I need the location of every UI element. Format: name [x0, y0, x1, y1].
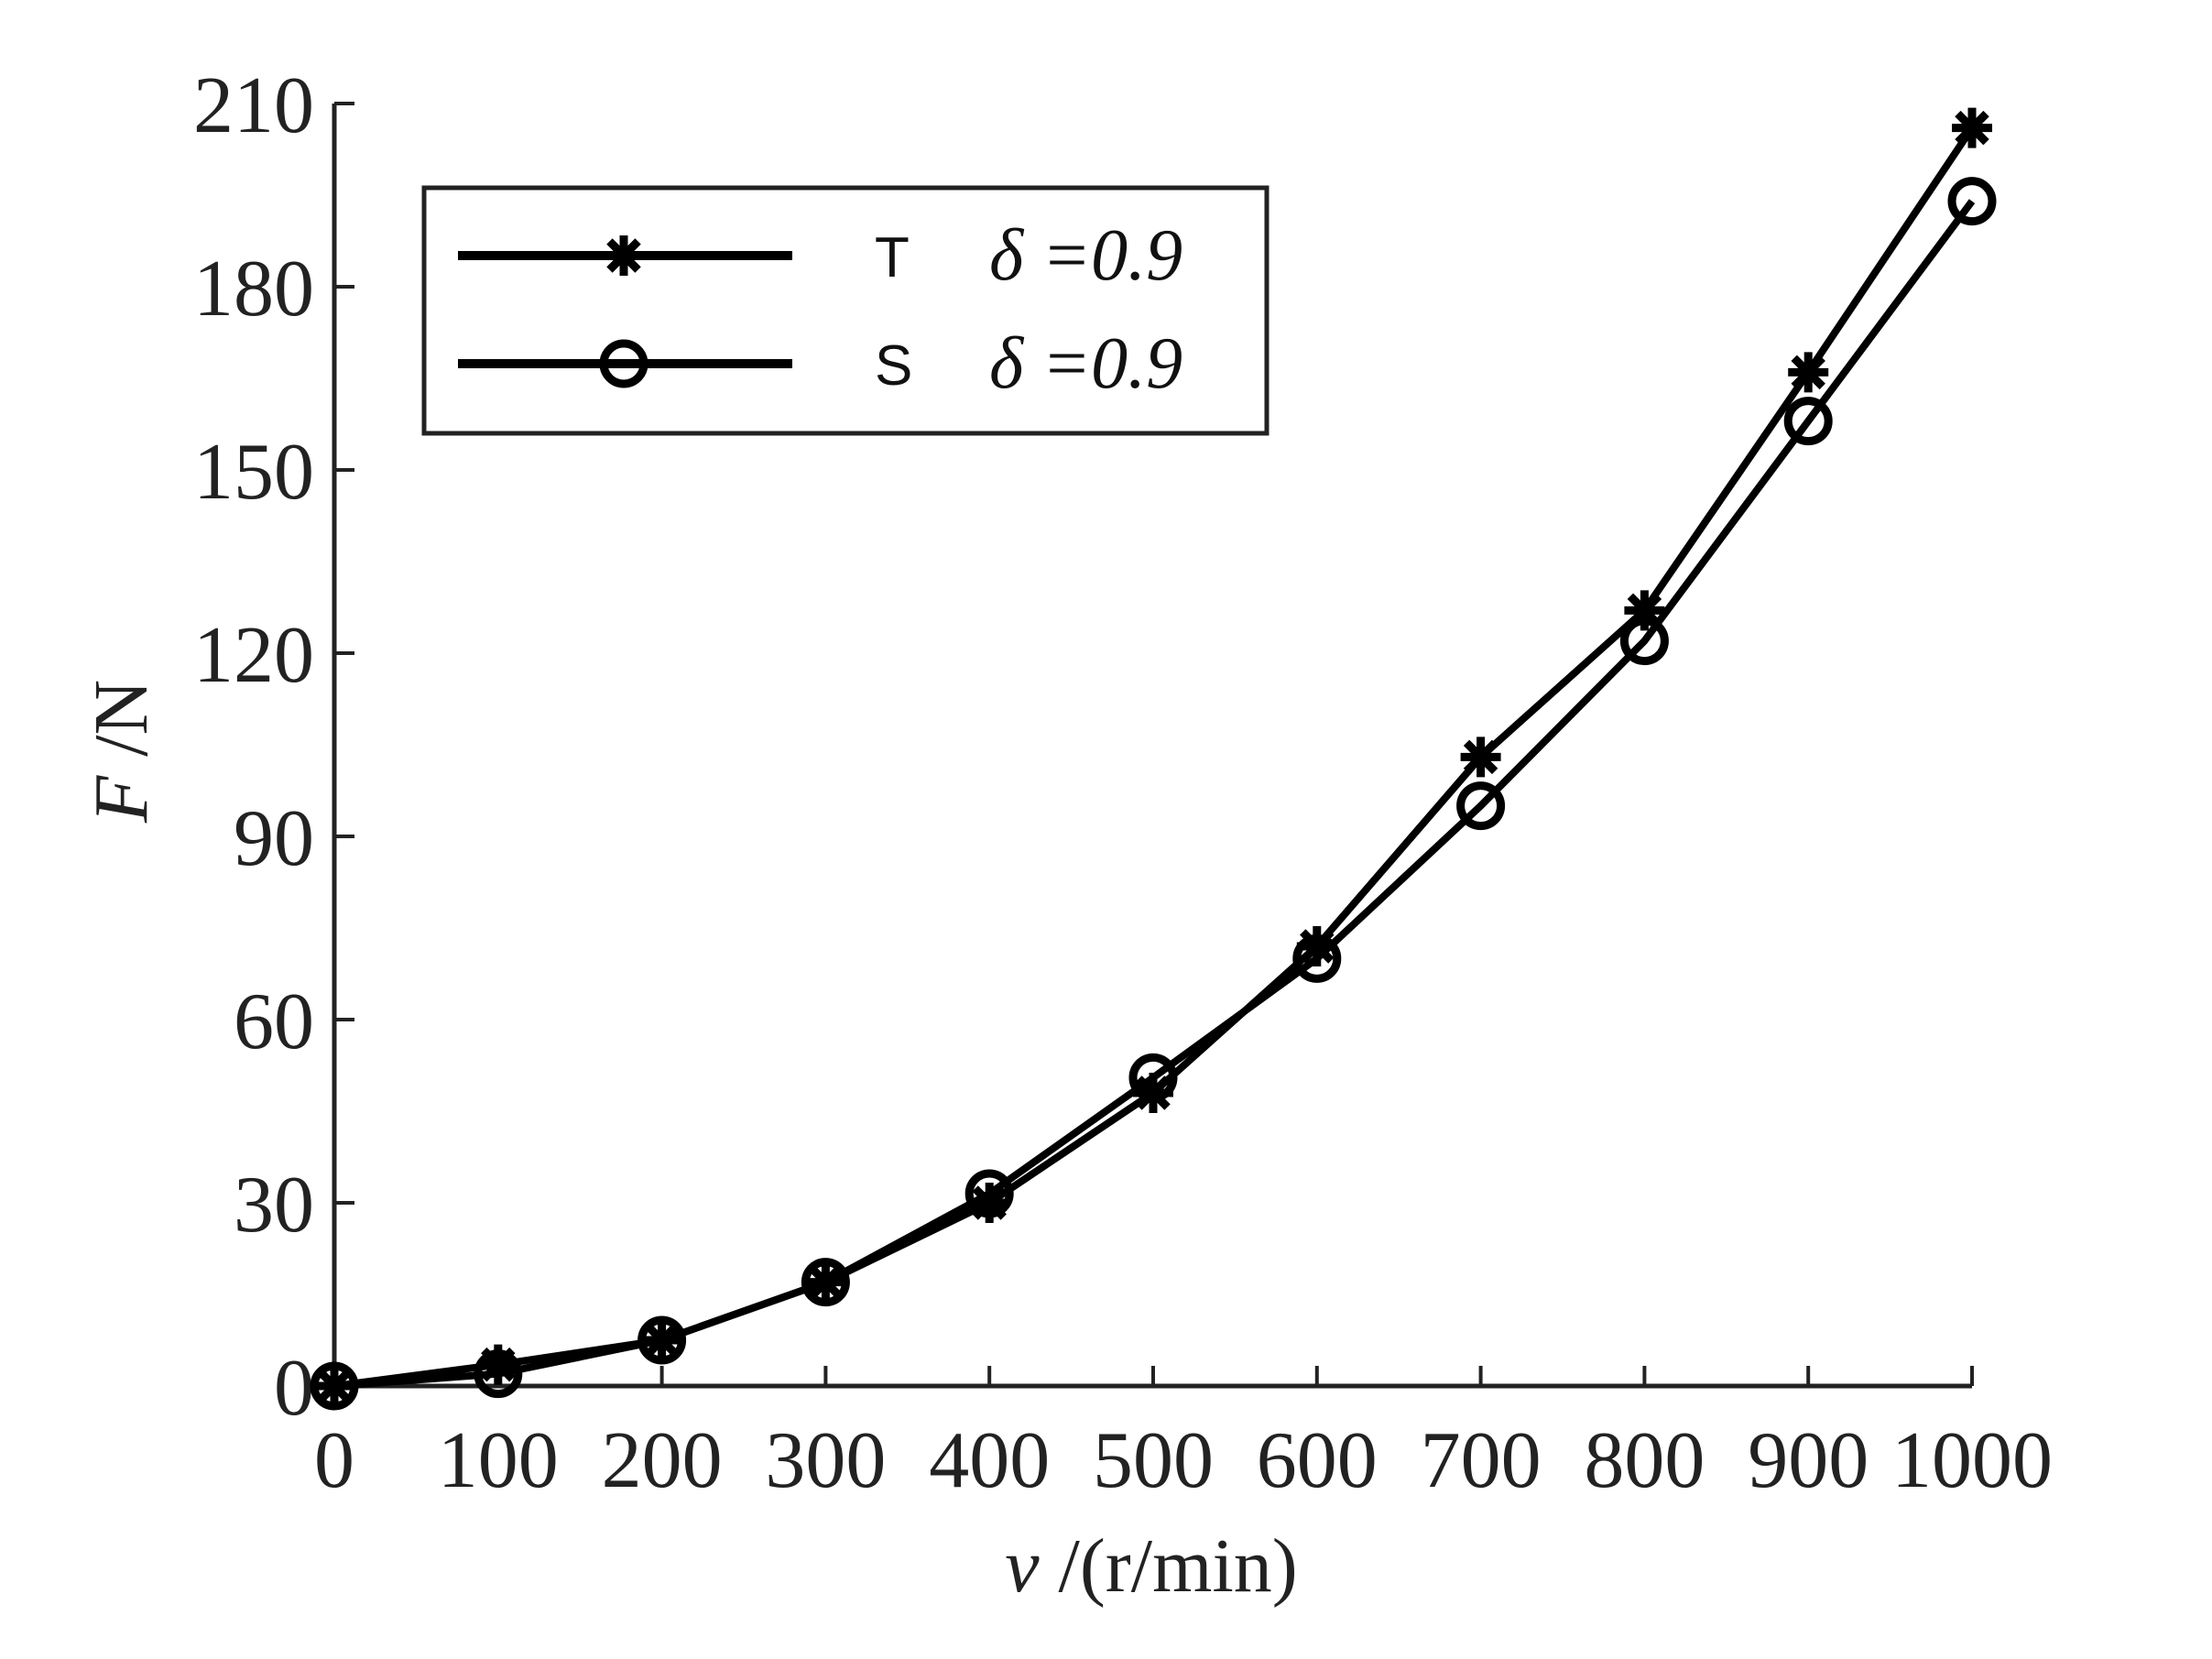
data-series	[310, 107, 1997, 1411]
x-axis-label: v /(r/min)	[1005, 1523, 1298, 1609]
y-axis-var: F	[79, 774, 164, 824]
circle-marker-icon	[599, 339, 648, 388]
y-tick-label: 90	[234, 794, 314, 883]
x-tick-label: 100	[438, 1416, 559, 1505]
legend-box	[421, 185, 1269, 436]
legend: T δ =0.9 S δ =0.9	[421, 185, 1269, 436]
legend-label-s-letter: S	[875, 334, 912, 398]
x-tick-label: 300	[765, 1416, 886, 1505]
y-axis-label: F /N	[79, 680, 164, 824]
y-tick-label: 120	[193, 611, 314, 700]
series-markers-s	[310, 177, 1997, 1411]
legend-label-t-letter: T	[875, 226, 910, 289]
y-tick-label: 180	[193, 245, 314, 333]
y-tick-label: 210	[193, 61, 314, 150]
y-tick-label: 150	[193, 428, 314, 517]
x-tick-label: 800	[1584, 1416, 1705, 1505]
y-tick-label: 60	[234, 977, 314, 1066]
y-axis-unit: /N	[79, 680, 164, 776]
x-axis-unit: /(r/min)	[1040, 1523, 1298, 1609]
x-tick-label: 400	[929, 1416, 1050, 1505]
x-tick-label: 1000	[1891, 1416, 2053, 1505]
x-tick-label: 900	[1748, 1416, 1869, 1505]
legend-label-s-param: δ =0.9	[989, 323, 1182, 404]
x-tick-label: 500	[1093, 1416, 1214, 1505]
x-tick-label: 200	[602, 1416, 723, 1505]
axes: 0 100 200 300 400 500 600 700 800 900 1000 0 30 60 90 1…	[193, 61, 2053, 1505]
x-tick-label: 600	[1257, 1416, 1378, 1505]
x-axis-var: v	[1005, 1523, 1040, 1609]
y-tick-label: 0	[274, 1344, 314, 1433]
x-tick-label: 0	[314, 1416, 354, 1505]
x-tick-label: 700	[1421, 1416, 1542, 1505]
y-tick-label: 30	[234, 1161, 314, 1250]
legend-label-t-param: δ =0.9	[989, 215, 1182, 296]
asterisk-marker-icon	[604, 235, 644, 276]
